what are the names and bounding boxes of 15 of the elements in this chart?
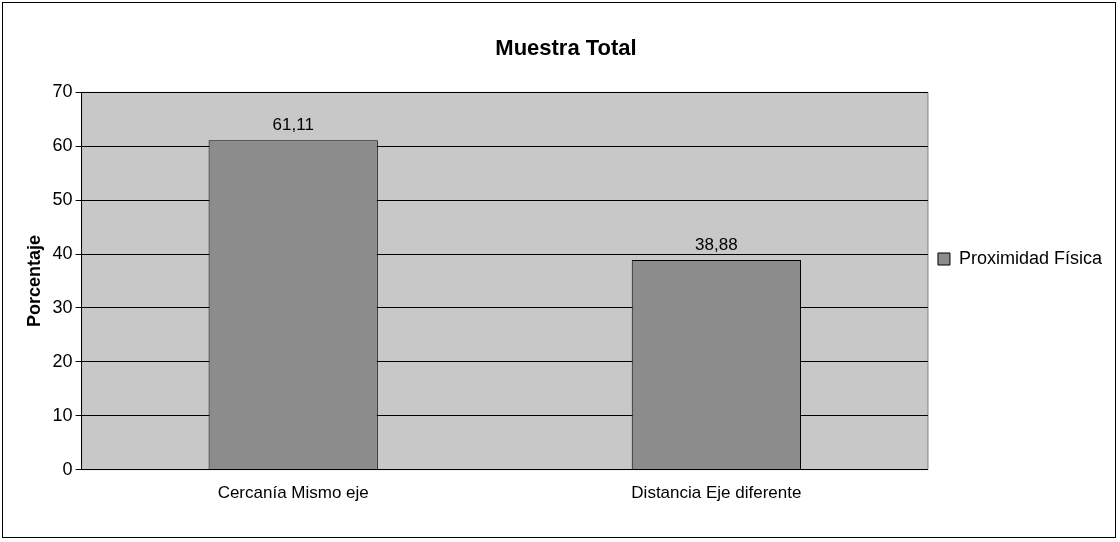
- legend-label: Proximidad Física: [958, 247, 1103, 268]
- y-tick-label: 20: [52, 350, 73, 371]
- y-tick-label: 30: [52, 296, 73, 317]
- y-tick-label: 0: [62, 458, 73, 479]
- data-label: 61,11: [272, 115, 314, 135]
- y-tick-label: 70: [52, 81, 73, 102]
- y-tick-label: 40: [52, 243, 73, 264]
- y-axis-title: Porcentaje: [23, 234, 44, 328]
- chart-title: Muestra Total: [495, 35, 637, 61]
- data-label: 38,88: [695, 235, 738, 255]
- x-tick-label: Cercanía Mismo eje: [217, 483, 369, 503]
- y-tick-label: 10: [52, 404, 73, 425]
- y-tick-label: 50: [52, 189, 73, 210]
- y-tick-label: 60: [52, 135, 73, 156]
- x-tick-label: Distancia Eje diferente: [631, 483, 802, 503]
